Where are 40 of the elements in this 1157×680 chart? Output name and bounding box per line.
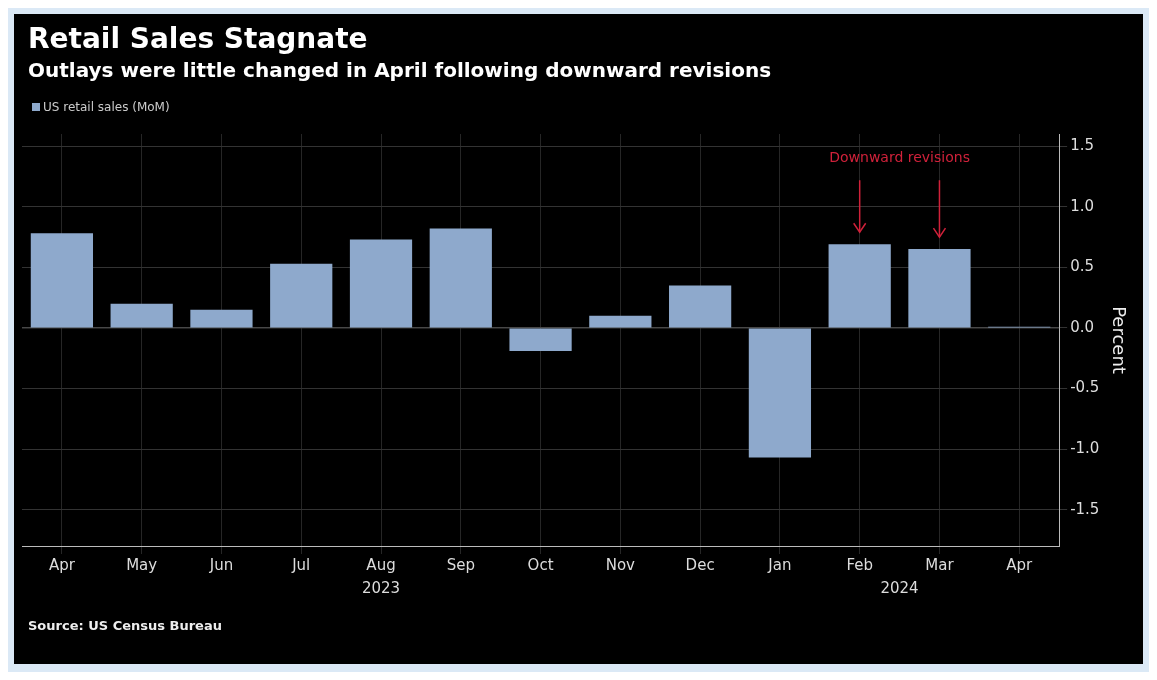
x-tick-label: May (126, 555, 158, 574)
x-tick-label: Jan (767, 555, 792, 574)
bar (908, 249, 971, 328)
y-axis-title: Percent (1108, 306, 1130, 374)
x-tick-label: Apr (1006, 555, 1034, 574)
x-tick-label: Aug (366, 555, 396, 574)
bar (669, 285, 732, 328)
source-note: Source: US Census Bureau (28, 618, 222, 633)
chart-title: Retail Sales Stagnate (28, 22, 368, 55)
x-tick-label: Oct (527, 555, 554, 574)
bar (509, 328, 572, 351)
y-tick-label: 0.0 (1070, 317, 1094, 336)
y-tick-label: -1.0 (1070, 438, 1100, 457)
y-tick-label: 1.0 (1070, 196, 1094, 215)
x-tick-label: Mar (925, 555, 955, 574)
legend-label: US retail sales (MoM) (43, 100, 170, 114)
bar (110, 303, 173, 328)
text: 2024 (880, 579, 919, 598)
bar (589, 315, 652, 328)
bar (429, 228, 492, 328)
x-tick-label: Apr (48, 555, 76, 574)
y-tick-label: -0.5 (1070, 378, 1100, 397)
y-tick-label: -1.5 (1070, 499, 1100, 518)
bar (190, 309, 253, 328)
x-tick-label: Jul (291, 555, 311, 574)
x-tick-label: Sep (446, 555, 475, 574)
bar (270, 263, 333, 328)
bar (828, 244, 891, 328)
bar (748, 328, 812, 458)
x-tick-label: Feb (846, 555, 873, 574)
bar (349, 239, 413, 328)
bar (30, 233, 93, 328)
y-tick-label: 0.5 (1070, 257, 1094, 276)
x-tick-label: Jun (208, 555, 234, 574)
x-tick-label: Nov (605, 555, 636, 574)
chart-subtitle: Outlays were little changed in April following downward revisions (28, 58, 772, 82)
y-tick-label: 1.5 (1070, 136, 1094, 155)
annotation: Downward revisions (829, 148, 970, 165)
text: 2023 (361, 579, 401, 598)
x-tick-label: Dec (685, 555, 715, 574)
